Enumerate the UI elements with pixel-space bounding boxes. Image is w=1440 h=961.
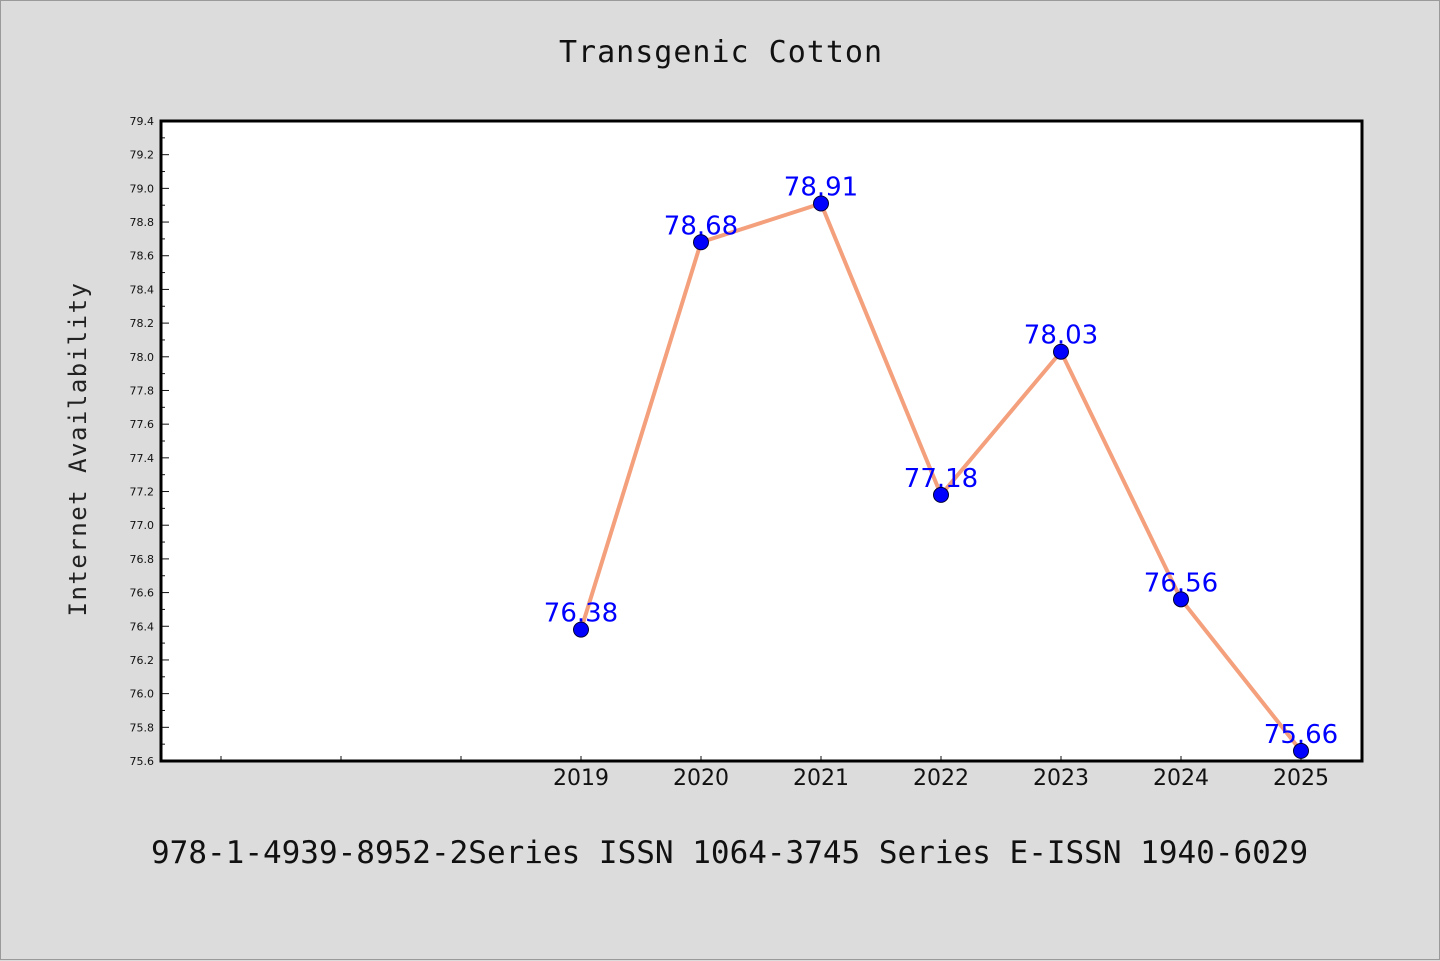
chart-title: Transgenic Cotton xyxy=(558,35,884,70)
data-label: 76.56 xyxy=(1144,568,1218,598)
y-tick-label: 78.4 xyxy=(130,283,155,296)
plot-area xyxy=(161,121,1362,761)
x-tick-label: 2021 xyxy=(793,766,849,791)
y-tick-label: 76.6 xyxy=(130,587,155,600)
y-tick-label: 77.4 xyxy=(130,452,155,465)
y-tick-label: 77.8 xyxy=(130,384,155,397)
x-tick-label: 2024 xyxy=(1153,766,1209,791)
data-point xyxy=(573,621,589,638)
data-point xyxy=(933,486,949,503)
y-tick-label: 78.6 xyxy=(130,250,155,263)
y-tick-label: 75.6 xyxy=(130,755,155,768)
data-point xyxy=(813,195,829,212)
plot-border xyxy=(159,119,1364,763)
data-point xyxy=(1173,591,1189,608)
footer-text: 978-1-4939-8952-2Series ISSN 1064-3745 S… xyxy=(151,835,1309,871)
data-point xyxy=(693,234,709,251)
data-label: 75.66 xyxy=(1264,720,1338,750)
data-label: 78.03 xyxy=(1024,321,1098,351)
x-tick-label: 2019 xyxy=(553,766,609,791)
y-tick-label: 75.8 xyxy=(130,721,155,734)
y-tick-label: 76.2 xyxy=(130,654,155,667)
x-tick-label: 2020 xyxy=(673,766,729,791)
y-tick-label: 79.0 xyxy=(130,182,155,195)
x-tick-label: 2023 xyxy=(1033,766,1089,791)
y-tick-label: 77.2 xyxy=(130,486,155,499)
y-tick-label: 78.2 xyxy=(130,317,155,330)
x-tick-label: 2022 xyxy=(913,766,969,791)
y-tick-label: 79.2 xyxy=(130,149,155,162)
y-tick-label: 76.0 xyxy=(130,688,155,701)
x-tick-label: 2025 xyxy=(1273,766,1329,791)
data-label: 77.18 xyxy=(904,464,978,494)
data-label: 78.91 xyxy=(784,173,858,203)
y-tick-label: 77.0 xyxy=(130,519,155,532)
y-tick-label: 76.8 xyxy=(130,553,155,566)
data-label: 78.68 xyxy=(664,211,738,241)
y-tick-label: 79.4 xyxy=(130,115,155,128)
data-label: 76.38 xyxy=(544,599,618,629)
y-tick-label: 77.6 xyxy=(130,418,155,431)
data-point xyxy=(1293,742,1309,759)
y-tick-label: 78.8 xyxy=(130,216,155,229)
y-tick-label: 78.0 xyxy=(130,351,155,364)
data-point xyxy=(1053,343,1069,360)
y-tick-label: 76.4 xyxy=(130,620,155,633)
